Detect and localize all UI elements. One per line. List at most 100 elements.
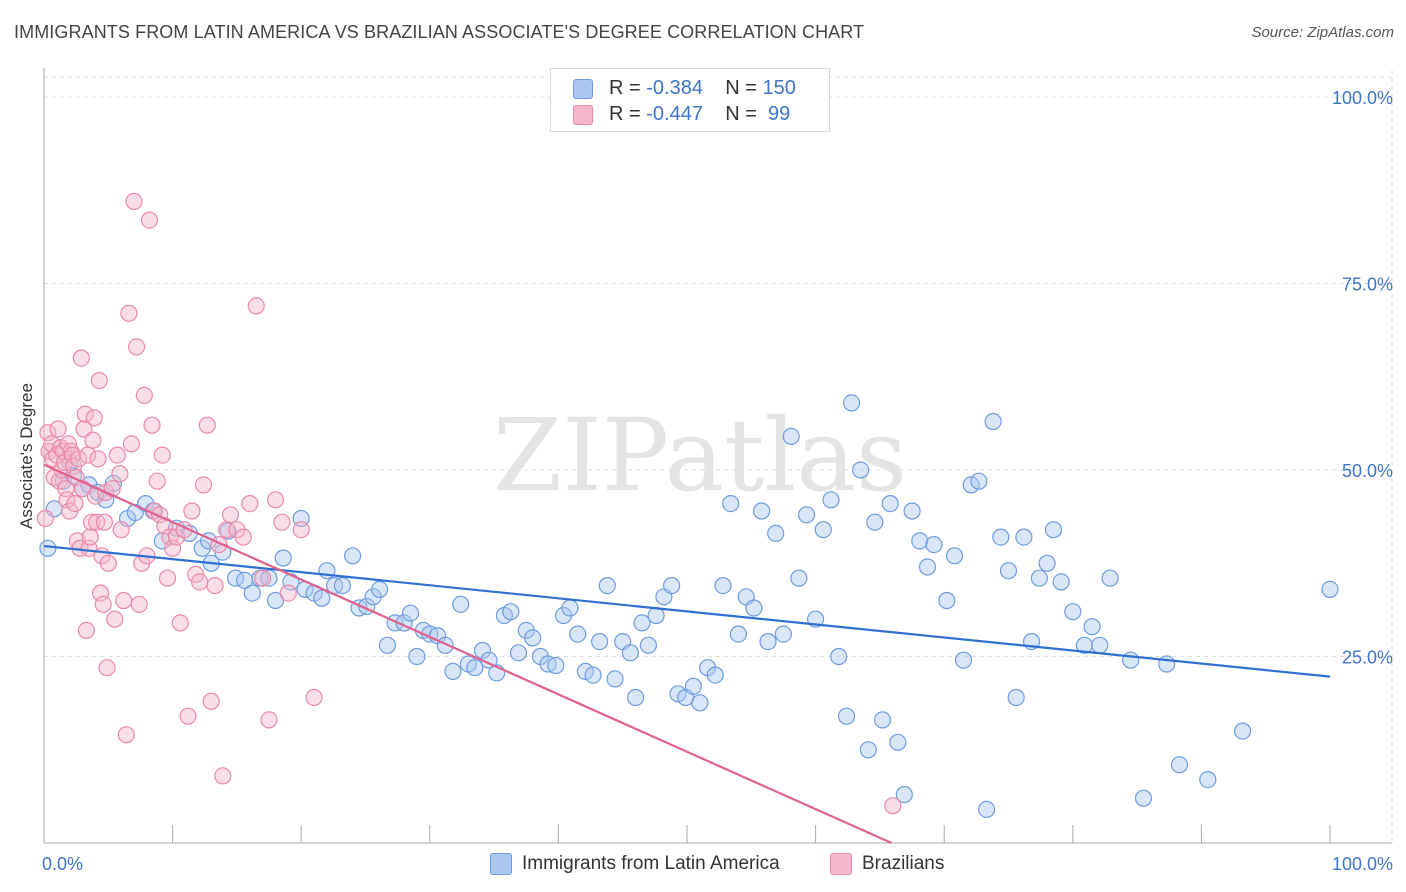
tick-labels: 100.0% 75.0% 50.0% 25.0% 0.0% 100.0% bbox=[42, 88, 1393, 874]
point-latin-america bbox=[1030, 569, 1049, 587]
chart-title: IMMIGRANTS FROM LATIN AMERICA VS BRAZILI… bbox=[14, 22, 865, 42]
y-tick-label: 50.0% bbox=[1342, 461, 1393, 481]
point-latin-america bbox=[895, 785, 913, 804]
point-brazilians bbox=[122, 435, 140, 453]
y-tick-label: 25.0% bbox=[1342, 648, 1393, 668]
point-brazilians bbox=[206, 576, 224, 595]
point-brazilians bbox=[125, 192, 143, 210]
axes bbox=[43, 68, 1392, 844]
point-brazilians bbox=[77, 621, 96, 640]
point-brazilians bbox=[266, 491, 285, 509]
point-brazilians bbox=[90, 371, 108, 390]
point-latin-america bbox=[714, 576, 732, 595]
point-brazilians bbox=[115, 591, 133, 610]
point-brazilians bbox=[82, 513, 101, 531]
point-brazilians bbox=[111, 465, 129, 483]
bottom-legend-label: Brazilians bbox=[862, 853, 945, 874]
point-brazilians bbox=[70, 450, 88, 468]
point-latin-america bbox=[1134, 789, 1153, 807]
point-brazilians bbox=[292, 521, 310, 539]
legend-r-value: -0.447 bbox=[646, 103, 703, 125]
bottom-legend-swatch-pink bbox=[830, 853, 852, 875]
legend-swatch-pink bbox=[573, 105, 593, 125]
point-brazilians bbox=[143, 416, 161, 434]
point-latin-america bbox=[1101, 569, 1119, 587]
point-latin-america bbox=[371, 580, 389, 599]
y-tick-label: 100.0% bbox=[1332, 88, 1393, 108]
legend-stats: R = -0.384 N = 150 bbox=[609, 77, 796, 100]
legend-r-value: -0.384 bbox=[646, 77, 703, 99]
point-latin-america bbox=[590, 632, 609, 651]
point-latin-america bbox=[767, 524, 785, 543]
point-latin-america bbox=[759, 632, 777, 651]
point-latin-america bbox=[408, 647, 426, 666]
point-latin-america bbox=[444, 662, 462, 681]
point-brazilians bbox=[106, 610, 124, 628]
point-latin-america bbox=[662, 576, 681, 595]
point-brazilians bbox=[85, 409, 103, 427]
point-latin-america bbox=[842, 394, 861, 412]
point-latin-america bbox=[745, 599, 763, 617]
bottom-legend-swatch-blue bbox=[490, 853, 512, 875]
point-brazilians bbox=[36, 509, 54, 528]
legend-box: R = -0.384 N = 150 R = -0.447 N = 99 bbox=[550, 68, 830, 132]
point-latin-america bbox=[918, 558, 937, 576]
watermark: ZIPatlas bbox=[493, 397, 908, 514]
point-brazilians bbox=[112, 521, 130, 539]
point-latin-america bbox=[1170, 756, 1189, 774]
point-latin-america bbox=[954, 651, 973, 669]
point-brazilians bbox=[140, 211, 159, 229]
point-brazilians bbox=[158, 569, 177, 587]
trend-line-latin-america bbox=[43, 544, 1331, 678]
point-brazilians bbox=[164, 539, 182, 557]
point-latin-america bbox=[1091, 636, 1109, 654]
point-latin-america bbox=[706, 666, 724, 684]
point-brazilians bbox=[305, 688, 323, 707]
point-latin-america bbox=[925, 535, 943, 554]
point-latin-america bbox=[999, 562, 1018, 580]
point-latin-america bbox=[984, 412, 1002, 431]
point-latin-america bbox=[333, 576, 351, 595]
point-latin-america bbox=[1052, 573, 1070, 591]
point-latin-america bbox=[774, 625, 793, 643]
point-brazilians bbox=[49, 420, 67, 438]
point-latin-america bbox=[633, 614, 651, 632]
point-latin-america bbox=[851, 461, 870, 479]
point-brazilians bbox=[241, 495, 259, 513]
point-brazilians bbox=[171, 614, 189, 632]
point-latin-america bbox=[260, 569, 278, 587]
point-brazilians bbox=[254, 569, 272, 587]
point-brazilians bbox=[161, 528, 179, 546]
point-latin-america bbox=[881, 495, 899, 513]
point-brazilians bbox=[214, 767, 232, 785]
point-brazilians bbox=[81, 528, 99, 546]
point-brazilians bbox=[120, 304, 138, 322]
point-latin-america bbox=[945, 547, 964, 565]
point-latin-america bbox=[524, 629, 542, 647]
point-latin-america bbox=[1321, 580, 1339, 599]
point-latin-america bbox=[992, 528, 1010, 546]
point-latin-america bbox=[509, 644, 528, 662]
point-latin-america bbox=[584, 666, 602, 684]
point-latin-america bbox=[473, 641, 492, 660]
point-brazilians bbox=[76, 405, 94, 423]
point-brazilians bbox=[95, 513, 114, 531]
point-latin-america bbox=[797, 506, 816, 524]
legend-stats: R = -0.447 N = 99 bbox=[609, 103, 790, 126]
point-brazilians bbox=[191, 573, 209, 591]
point-latin-america bbox=[729, 625, 748, 643]
point-brazilians bbox=[221, 506, 240, 524]
point-latin-america bbox=[1122, 651, 1140, 669]
point-brazilians bbox=[130, 595, 148, 613]
trend-lines bbox=[43, 463, 1331, 845]
point-latin-america bbox=[790, 569, 808, 587]
point-latin-america bbox=[274, 549, 292, 567]
point-latin-america bbox=[606, 670, 624, 688]
legend-n-value: 150 bbox=[762, 77, 796, 99]
point-brazilians bbox=[98, 659, 116, 677]
point-brazilians bbox=[84, 431, 102, 449]
point-brazilians bbox=[260, 711, 278, 729]
point-latin-america bbox=[502, 603, 520, 621]
point-latin-america bbox=[1038, 554, 1056, 572]
point-latin-america bbox=[378, 636, 396, 654]
